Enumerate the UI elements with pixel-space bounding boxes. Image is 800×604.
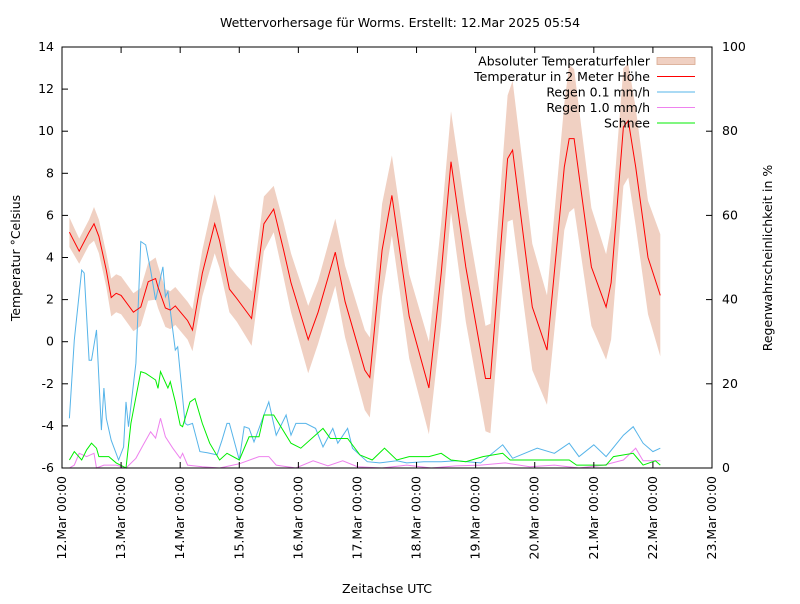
x-tick-label: 12.Mar 00:00 [54,476,69,560]
y2-tick-label: 60 [722,207,738,222]
legend-label: Temperatur in 2 Meter Höhe [473,69,650,84]
y2-tick-label: 20 [722,376,738,391]
y2-tick-label: 80 [722,123,738,138]
legend-rain-01: Regen 0.1 mm/h [546,85,695,100]
series-line-snow [68,369,661,469]
y2-axis-label: Regenwahrscheinlichkeit in % [760,165,775,352]
x-tick-label: 18.Mar 00:00 [409,476,424,560]
x-tick-label: 19.Mar 00:00 [468,476,483,560]
legend-label: Regen 0.1 mm/h [546,85,650,100]
x-tick-label: 23.Mar 00:00 [704,476,719,560]
y-axis-label: Temperatur °Celsius [8,195,23,322]
x-tick-label: 17.Mar 00:00 [349,476,364,560]
legend-label: Schnee [604,116,650,131]
y2-tick-label: 40 [722,292,738,307]
y-tick-label: 10 [38,123,54,138]
x-tick-label: 20.Mar 00:00 [527,476,542,560]
y-tick-label: -6 [42,460,55,475]
x-tick-label: 14.Mar 00:00 [172,476,187,560]
x-tick-label: 16.Mar 00:00 [290,476,305,560]
y-tick-label: 2 [46,292,54,307]
x-tick-label: 21.Mar 00:00 [586,476,601,560]
x-tick-label: 15.Mar 00:00 [231,476,246,560]
x-tick-label: 22.Mar 00:00 [645,476,660,560]
y-tick-label: -4 [42,418,55,433]
y-tick-label: 14 [38,39,54,54]
legend-label: Regen 1.0 mm/h [546,100,650,115]
legend-rain-10: Regen 1.0 mm/h [546,100,695,115]
series-line-rain10 [69,418,661,469]
axes: -6 -4 -2 0 2 4 6 8 10 12 14 0 20 40 60 80 100 12.Mar 00:0… [38,39,746,559]
legend-label: Absoluter Temperaturfehler [478,54,651,69]
x-tick-label: 13.Mar 00:00 [113,476,128,560]
series-line-rain01 [68,240,661,464]
legend-band: Absoluter Temperaturfehler [478,54,696,69]
y-tick-label: 12 [38,81,54,96]
legend-snow: Schnee [604,116,695,131]
temperature-line [68,119,661,389]
legend-band-swatch [656,57,696,65]
y2-tick-label: 0 [722,460,730,475]
x-axis-label: Zeitachse UTC [342,581,432,596]
temperature-error-band [69,63,661,435]
legend-temperature: Temperatur in 2 Meter Höhe [473,69,695,84]
y-tick-label: 4 [46,250,54,265]
y2-tick-label: 100 [722,39,746,54]
y-tick-label: 0 [46,334,54,349]
plot-area [68,63,661,469]
y-tick-label: 6 [46,207,54,222]
y-tick-label: 8 [46,165,54,180]
chart-title: Wettervorhersage für Worms. Erstellt: 12… [220,15,580,30]
y-tick-label: -2 [42,376,54,391]
